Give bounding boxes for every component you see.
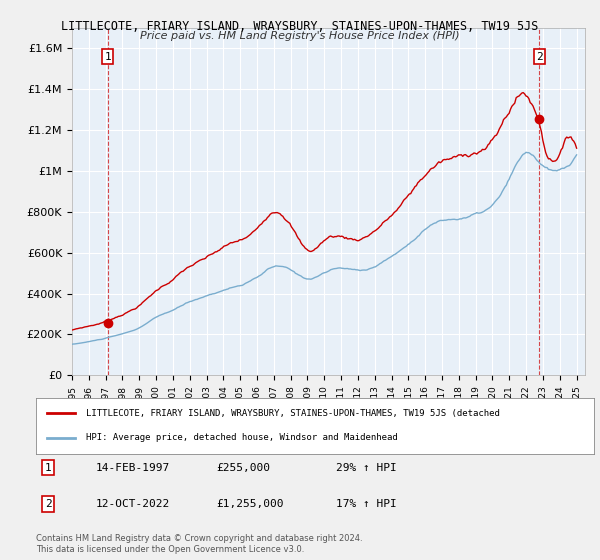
Text: £255,000: £255,000 [216, 463, 270, 473]
Text: 29% ↑ HPI: 29% ↑ HPI [336, 463, 397, 473]
Text: 1: 1 [44, 463, 52, 473]
Text: Price paid vs. HM Land Registry's House Price Index (HPI): Price paid vs. HM Land Registry's House … [140, 31, 460, 41]
Text: LITTLECOTE, FRIARY ISLAND, WRAYSBURY, STAINES-UPON-THAMES, TW19 5JS (detached: LITTLECOTE, FRIARY ISLAND, WRAYSBURY, ST… [86, 409, 500, 418]
Text: 12-OCT-2022: 12-OCT-2022 [96, 499, 170, 509]
Text: 17% ↑ HPI: 17% ↑ HPI [336, 499, 397, 509]
Text: £1,255,000: £1,255,000 [216, 499, 284, 509]
Text: This data is licensed under the Open Government Licence v3.0.: This data is licensed under the Open Gov… [36, 545, 304, 554]
Text: 1: 1 [104, 52, 111, 62]
Text: 2: 2 [44, 499, 52, 509]
Text: HPI: Average price, detached house, Windsor and Maidenhead: HPI: Average price, detached house, Wind… [86, 433, 398, 442]
Text: 14-FEB-1997: 14-FEB-1997 [96, 463, 170, 473]
Text: LITTLECOTE, FRIARY ISLAND, WRAYSBURY, STAINES-UPON-THAMES, TW19 5JS: LITTLECOTE, FRIARY ISLAND, WRAYSBURY, ST… [61, 20, 539, 32]
Text: Contains HM Land Registry data © Crown copyright and database right 2024.: Contains HM Land Registry data © Crown c… [36, 534, 362, 543]
Text: 2: 2 [536, 52, 543, 62]
